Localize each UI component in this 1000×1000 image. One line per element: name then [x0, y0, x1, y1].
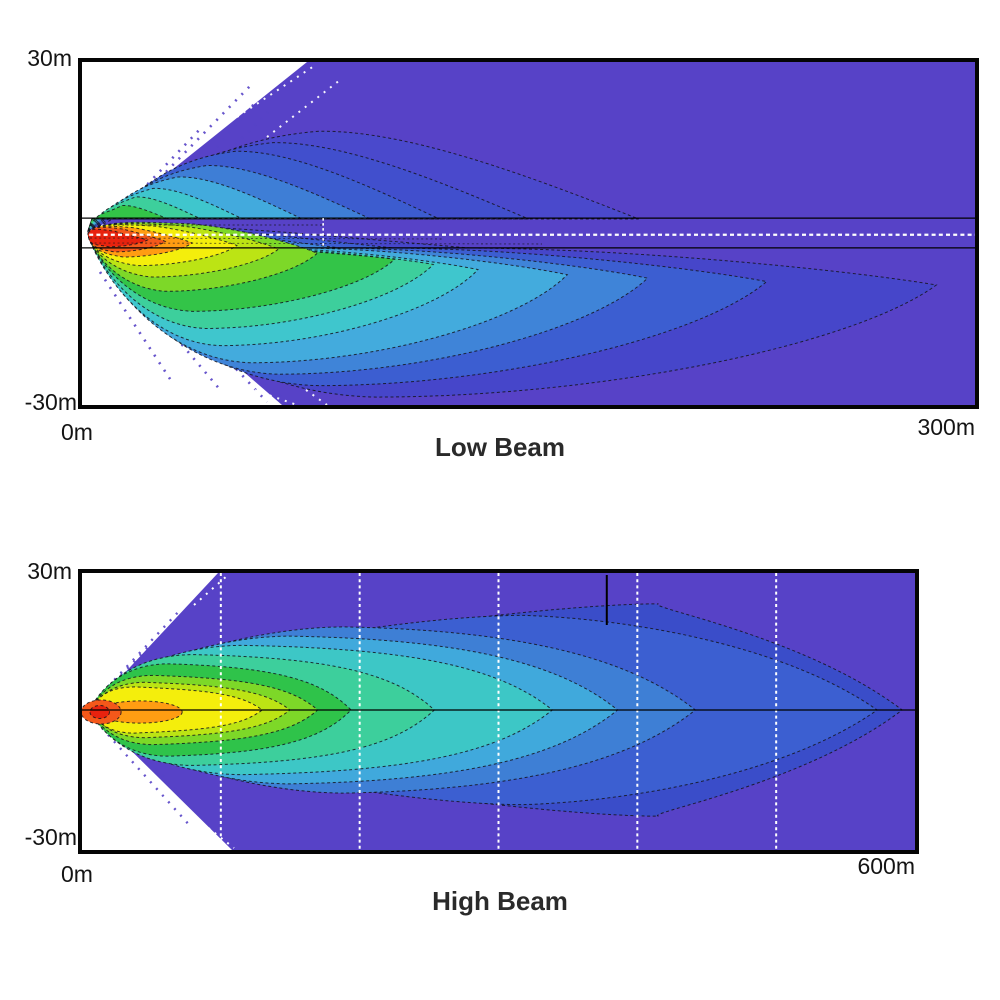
scatter-noise-streak: [103, 126, 203, 231]
scatter-noise-streak: [231, 381, 298, 405]
low-beam-ymin-label: -30m: [24, 389, 77, 415]
low-beam-contour-svg: [82, 62, 975, 405]
hot-spot: [89, 705, 110, 719]
contour-texture-line: [89, 237, 443, 240]
low-beam-ymax-label: 30m: [27, 45, 72, 71]
high-beam-title: High Beam: [432, 886, 568, 916]
scatter-noise-streak: [121, 83, 253, 218]
low-beam-xmin-label: 0m: [61, 419, 93, 445]
low-beam-plot: [78, 58, 979, 409]
high-beam-ymin-label: -30m: [24, 824, 77, 850]
low-beam-title: Low Beam: [434, 432, 566, 462]
high-beam-ymax-label: 30m: [27, 558, 72, 584]
high-beam-xmin-label: 0m: [61, 861, 93, 887]
high-beam-xmax-label: 600m: [857, 853, 915, 879]
low-beam-xmax-label: 300m: [917, 414, 975, 440]
scatter-noise-streak: [111, 722, 211, 826]
contour-texture-line: [89, 242, 543, 245]
high-beam-contour-svg: [82, 573, 915, 850]
high-beam-plot: [78, 569, 919, 854]
scatter-noise-streak: [98, 271, 174, 383]
scatter-noise-streak: [201, 822, 235, 849]
